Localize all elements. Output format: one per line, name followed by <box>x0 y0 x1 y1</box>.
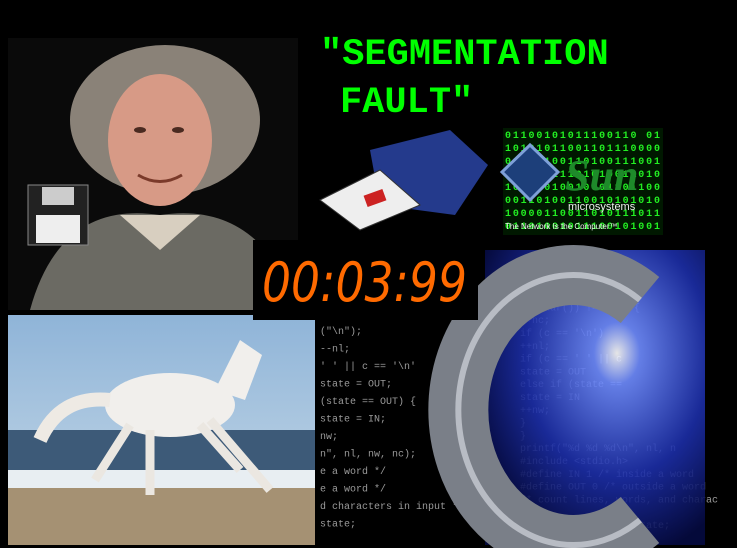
sun-name: Sun <box>565 151 638 200</box>
zip-drive-icon <box>319 130 488 231</box>
title-line: FAULT" <box>340 82 473 124</box>
portrait-photo <box>8 38 298 310</box>
code-line: e a word */ <box>320 484 386 496</box>
binary-line: 10011010010001101100 <box>505 183 660 194</box>
binary-line: 01110100110100111001 <box>505 157 660 168</box>
title-line: "SEGMENTATION <box>320 34 609 76</box>
binary-text: 01100101011100110 01 10101011001101110000… <box>505 131 660 233</box>
binary-line: 01100101011100110 01 <box>505 131 660 142</box>
code-line: d characters in input */ <box>320 501 464 513</box>
timer: 00:03:99 <box>262 251 467 314</box>
code-line: ("\n"); <box>320 326 362 338</box>
sun-subtitle: microsystems <box>568 201 636 213</box>
sun-logo: 01100101011100110 01 10101011001101110000… <box>499 128 663 235</box>
binary-line: 00101011101010011010 <box>505 170 660 181</box>
sun-tagline: The Network Is the Computer™ <box>505 222 617 231</box>
horse-photo <box>8 315 315 545</box>
code-line: e a word */ <box>320 466 386 478</box>
binary-line: 01101001011100101001 <box>505 222 660 233</box>
code-line: (state == OUT) { <box>320 396 416 408</box>
code-line: nw; <box>320 432 338 443</box>
code-line: ' ' || c == '\n' <box>320 361 416 373</box>
floppy-disk-icon <box>27 184 89 246</box>
code-line: --nl; <box>320 344 350 356</box>
code-line: n", nl, nw, nc); <box>320 449 416 461</box>
binary-line: 10000110011010111011 <box>505 209 660 220</box>
code-line: state = OUT; <box>320 380 392 391</box>
binary-line: 10101011001101110000 <box>505 144 660 155</box>
code-line: state = IN; <box>320 415 386 426</box>
code-line: state; <box>320 520 356 531</box>
timer-box <box>253 240 478 320</box>
binary-line: 00110100110010101010 <box>505 196 660 207</box>
c-language-logo <box>428 245 705 548</box>
